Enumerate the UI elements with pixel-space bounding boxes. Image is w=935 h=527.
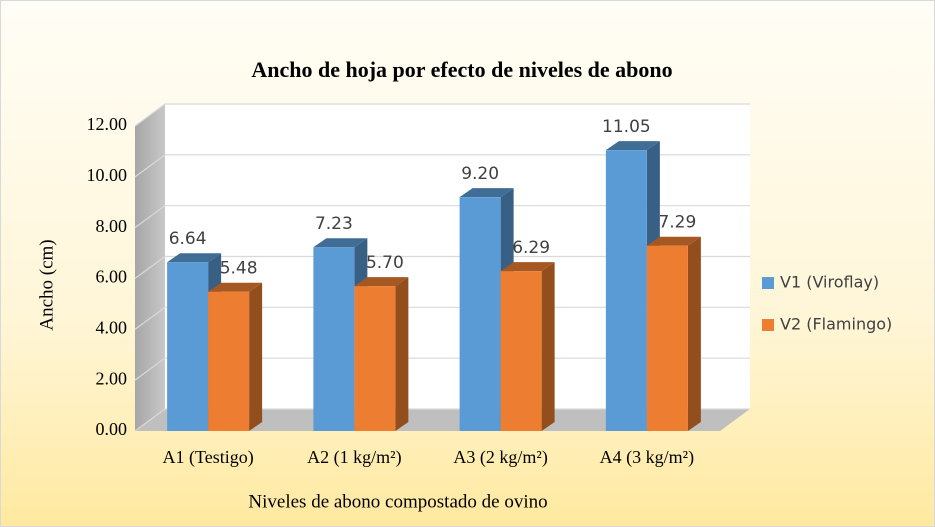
bar-top — [354, 277, 409, 287]
y-tick-label: 4.00 — [96, 317, 128, 337]
legend-label: V1 (Viroflay) — [780, 273, 879, 292]
bar-side — [249, 282, 263, 431]
bar-side — [687, 236, 701, 431]
bar — [605, 141, 660, 432]
legend-swatch — [762, 277, 774, 289]
grid-line — [134, 205, 750, 229]
data-label: 11.05 — [602, 117, 651, 137]
bar-front — [500, 271, 542, 431]
bar-front — [646, 245, 688, 431]
bar-front — [354, 286, 396, 431]
data-label: 6.29 — [512, 238, 550, 258]
bar-top — [500, 262, 555, 272]
bar — [354, 277, 409, 431]
grid-line — [134, 357, 750, 381]
bar-top — [208, 282, 263, 292]
bar-front — [459, 197, 501, 431]
x-axis-label: Niveles de abono compostado de ovino — [248, 491, 547, 512]
y-axis-label: Ancho (cm) — [36, 239, 57, 330]
grid-line — [134, 255, 750, 279]
grid-line — [134, 154, 750, 178]
bar-side — [541, 262, 555, 431]
data-label: 7.23 — [315, 214, 353, 234]
bar-front — [167, 262, 209, 431]
bar-top — [605, 141, 660, 151]
y-tick-label: 6.00 — [96, 267, 128, 287]
bar-front — [208, 291, 250, 431]
y-tick-label: 8.00 — [96, 216, 128, 236]
y-tick-label: 12.00 — [87, 114, 128, 134]
grid-line — [134, 408, 750, 432]
x-tick-label: A2 (1 kg/m²) — [307, 447, 401, 468]
data-label: 6.64 — [169, 229, 207, 249]
data-label: 5.48 — [220, 259, 258, 279]
legend-swatch — [762, 319, 774, 331]
grid-line — [134, 103, 750, 127]
bar-top — [167, 253, 222, 263]
x-tick-label: A1 (Testigo) — [163, 447, 254, 468]
x-tick-label: A4 (3 kg/m²) — [600, 447, 694, 468]
bar-top — [646, 236, 701, 246]
data-label: 5.70 — [366, 253, 404, 273]
bar-side — [395, 277, 409, 431]
data-label: 7.29 — [658, 213, 696, 233]
bar — [646, 236, 701, 431]
bar — [208, 282, 263, 431]
legend-label: V2 (Flamingo) — [780, 315, 892, 334]
bar-top — [459, 188, 514, 198]
data-label: 9.20 — [461, 164, 499, 184]
floor — [135, 409, 750, 431]
bar-front — [313, 247, 355, 431]
y-tick-label: 2.00 — [96, 368, 128, 388]
y-tick-label: 0.00 — [96, 419, 128, 439]
grid-line — [134, 306, 750, 330]
x-tick-label: A3 (2 kg/m²) — [453, 447, 547, 468]
y-tick-label: 10.00 — [87, 165, 128, 185]
bar-top — [313, 238, 368, 248]
bar-front — [605, 150, 647, 432]
bar — [500, 262, 555, 431]
chart-title: Ancho de hoja por efecto de niveles de a… — [251, 57, 672, 82]
